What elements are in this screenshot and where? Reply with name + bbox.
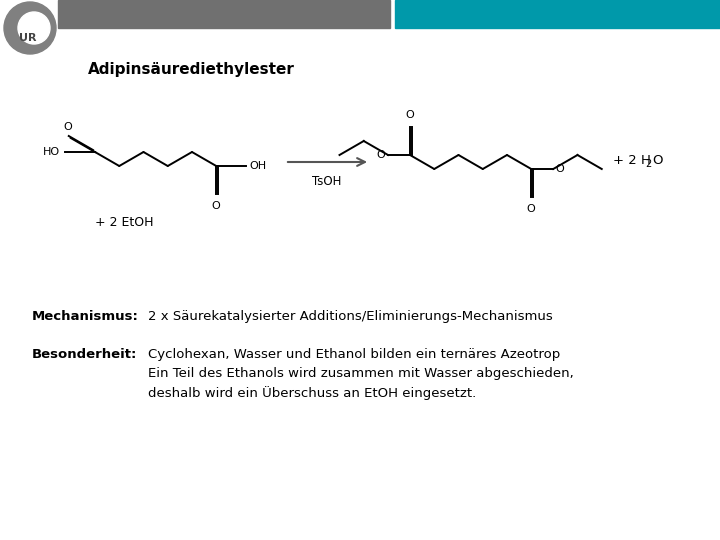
Bar (58, 0, 390, 28)
Text: TsOH: TsOH (312, 175, 342, 188)
Text: 2 x Säurekatalysierter Additions/Eliminierungs-Mechanismus: 2 x Säurekatalysierter Additions/Elimini… (148, 310, 553, 323)
Text: O: O (555, 164, 564, 174)
Text: deshalb wird ein Überschuss an EtOH eingesetzt.: deshalb wird ein Überschuss an EtOH eing… (148, 386, 476, 400)
Text: OH: OH (249, 161, 266, 171)
Text: + 2 H: + 2 H (613, 153, 651, 166)
Circle shape (4, 2, 56, 54)
Text: O: O (63, 122, 72, 132)
Text: O: O (405, 110, 415, 120)
Text: Besonderheit:: Besonderheit: (32, 348, 138, 361)
Text: HO: HO (43, 147, 60, 157)
Text: Ein Teil des Ethanols wird zusammen mit Wasser abgeschieden,: Ein Teil des Ethanols wird zusammen mit … (148, 367, 574, 380)
Text: UR: UR (19, 33, 37, 43)
Text: O: O (377, 150, 385, 160)
Text: O: O (652, 153, 662, 166)
Text: + 2 EtOH: + 2 EtOH (95, 215, 153, 228)
Bar (395, 0, 720, 28)
Text: O: O (527, 204, 536, 214)
Text: Adipinsäurediethylester: Adipinsäurediethylester (88, 62, 295, 77)
Text: Mechanismus:: Mechanismus: (32, 310, 139, 323)
Text: O: O (212, 201, 220, 211)
Text: 2: 2 (645, 159, 652, 169)
Circle shape (18, 12, 50, 44)
Text: Cyclohexan, Wasser und Ethanol bilden ein ternäres Azeotrop: Cyclohexan, Wasser und Ethanol bilden ei… (148, 348, 560, 361)
